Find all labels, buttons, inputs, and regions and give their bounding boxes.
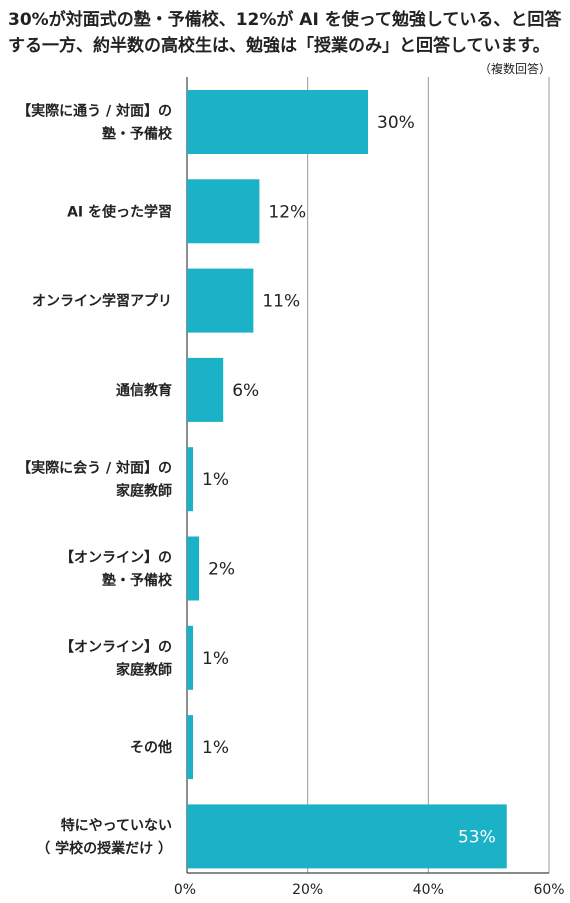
bar xyxy=(187,715,194,780)
data-label: 11% xyxy=(262,292,300,312)
x-tick-label: 60% xyxy=(533,882,564,898)
category-label: （ 学校の授業だけ ） xyxy=(36,840,172,857)
category-label: 【実際に会う / 対面】の xyxy=(17,460,172,477)
category-label: AI を使った学習 xyxy=(67,203,172,220)
category-label: 家庭教師 xyxy=(116,661,172,678)
bar xyxy=(187,625,194,690)
data-label: 6% xyxy=(232,381,259,401)
category-labels: 【実際に通う / 対面】の塾・予備校 AI を使った学習オンライン学習アプリ通信教… xyxy=(17,103,173,857)
bar xyxy=(187,179,260,244)
data-label: 2% xyxy=(208,560,235,580)
data-label: 30% xyxy=(377,113,415,133)
data-label: 12% xyxy=(268,202,306,222)
category-label: 家庭教師 xyxy=(116,483,172,500)
data-label: 1% xyxy=(202,738,229,758)
category-label: 【オンライン】の xyxy=(60,550,172,566)
category-label: 通信教育 xyxy=(116,382,172,399)
data-label: 1% xyxy=(202,649,229,669)
x-tick-labels: 0% 20% 40% 60% xyxy=(174,882,565,898)
bar xyxy=(187,268,254,333)
category-label: 【オンライン】の xyxy=(60,639,172,655)
x-tick-label: 0% xyxy=(174,882,196,898)
data-label: 1% xyxy=(202,470,229,490)
bar xyxy=(187,536,200,601)
category-label: 塾・予備校 xyxy=(102,126,173,143)
category-label: 特にやっていない xyxy=(61,817,172,834)
category-label: その他 xyxy=(130,739,172,756)
x-tick-label: 20% xyxy=(292,882,323,898)
bar xyxy=(187,90,368,154)
category-label: 【実際に通う / 対面】の xyxy=(17,103,172,120)
bar xyxy=(187,357,224,422)
category-label: オンライン学習アプリ xyxy=(32,293,172,310)
data-label: 53% xyxy=(458,827,496,847)
bars: 30% 12% 11% 6% 1% 2% 1% 1% 53% xyxy=(187,90,507,869)
bar xyxy=(187,447,194,512)
chart-title-line-2: する一方、約半数の高校生は、勉強は「授業のみ」と回答しています。 xyxy=(8,35,550,56)
category-label: 塾・予備校 xyxy=(102,572,173,589)
x-tick-label: 40% xyxy=(413,882,444,898)
bar xyxy=(187,804,507,869)
chart-title-line-1: 30%が対面式の塾・予備校、12%が AI を使って勉強している、と回答 xyxy=(8,9,562,30)
chart-note: （複数回答） xyxy=(479,61,551,76)
